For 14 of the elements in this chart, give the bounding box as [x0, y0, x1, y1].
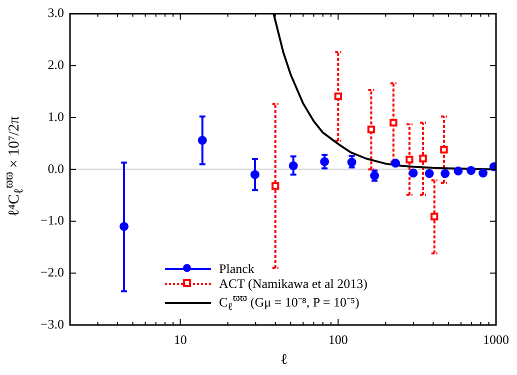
y-tick-label: −3.0 — [40, 316, 64, 332]
legend-label: Planck — [219, 261, 254, 276]
y-tick-label: 0.0 — [48, 160, 64, 176]
y-tick-label: 3.0 — [48, 5, 64, 20]
y-tick-label: 2.0 — [48, 57, 64, 72]
x-tick-label: 10 — [174, 332, 187, 348]
y-tick-label: 1.0 — [48, 108, 64, 124]
legend-label: C$_{ℓ}$$^{ϖϖ}$ (Gμ = 10⁻⁸, P = 10⁻⁵) — [219, 291, 360, 315]
x-tick-label: 1000 — [483, 332, 509, 348]
y-tick-label: −1.0 — [40, 212, 64, 228]
y-tick-label: −2.0 — [40, 264, 64, 280]
x-tick-label: 100 — [328, 332, 348, 348]
legend-label: ACT (Namikawa et al 2013) — [219, 276, 368, 291]
x-axis-title: ℓ — [280, 352, 288, 369]
